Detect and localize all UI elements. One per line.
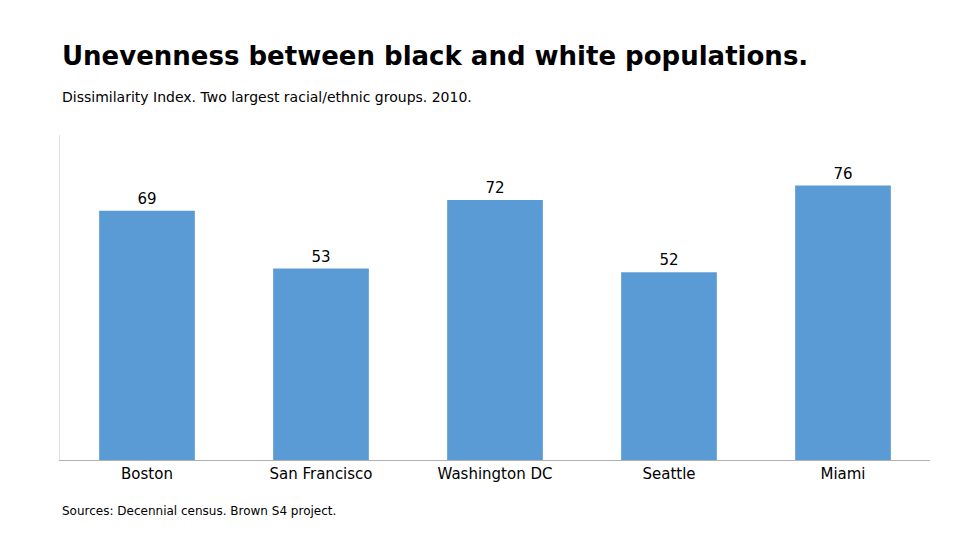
svg-text:Washington DC: Washington DC	[438, 465, 553, 483]
svg-text:72: 72	[485, 179, 504, 197]
svg-text:Unevenness between black and w: Unevenness between black and white popul…	[62, 41, 808, 71]
svg-text:52: 52	[659, 251, 678, 269]
svg-text:53: 53	[311, 248, 330, 266]
svg-text:Seattle: Seattle	[642, 465, 695, 483]
svg-text:Boston: Boston	[121, 465, 173, 483]
svg-text:Dissimilarity Index. Two large: Dissimilarity Index. Two largest racial/…	[62, 89, 472, 105]
svg-text:69: 69	[137, 190, 156, 208]
svg-text:Sources: Decennial census. Bro: Sources: Decennial census. Brown S4 proj…	[62, 504, 336, 518]
svg-text:Miami: Miami	[820, 465, 865, 483]
svg-text:76: 76	[833, 165, 852, 183]
svg-text:San Francisco: San Francisco	[269, 465, 372, 483]
